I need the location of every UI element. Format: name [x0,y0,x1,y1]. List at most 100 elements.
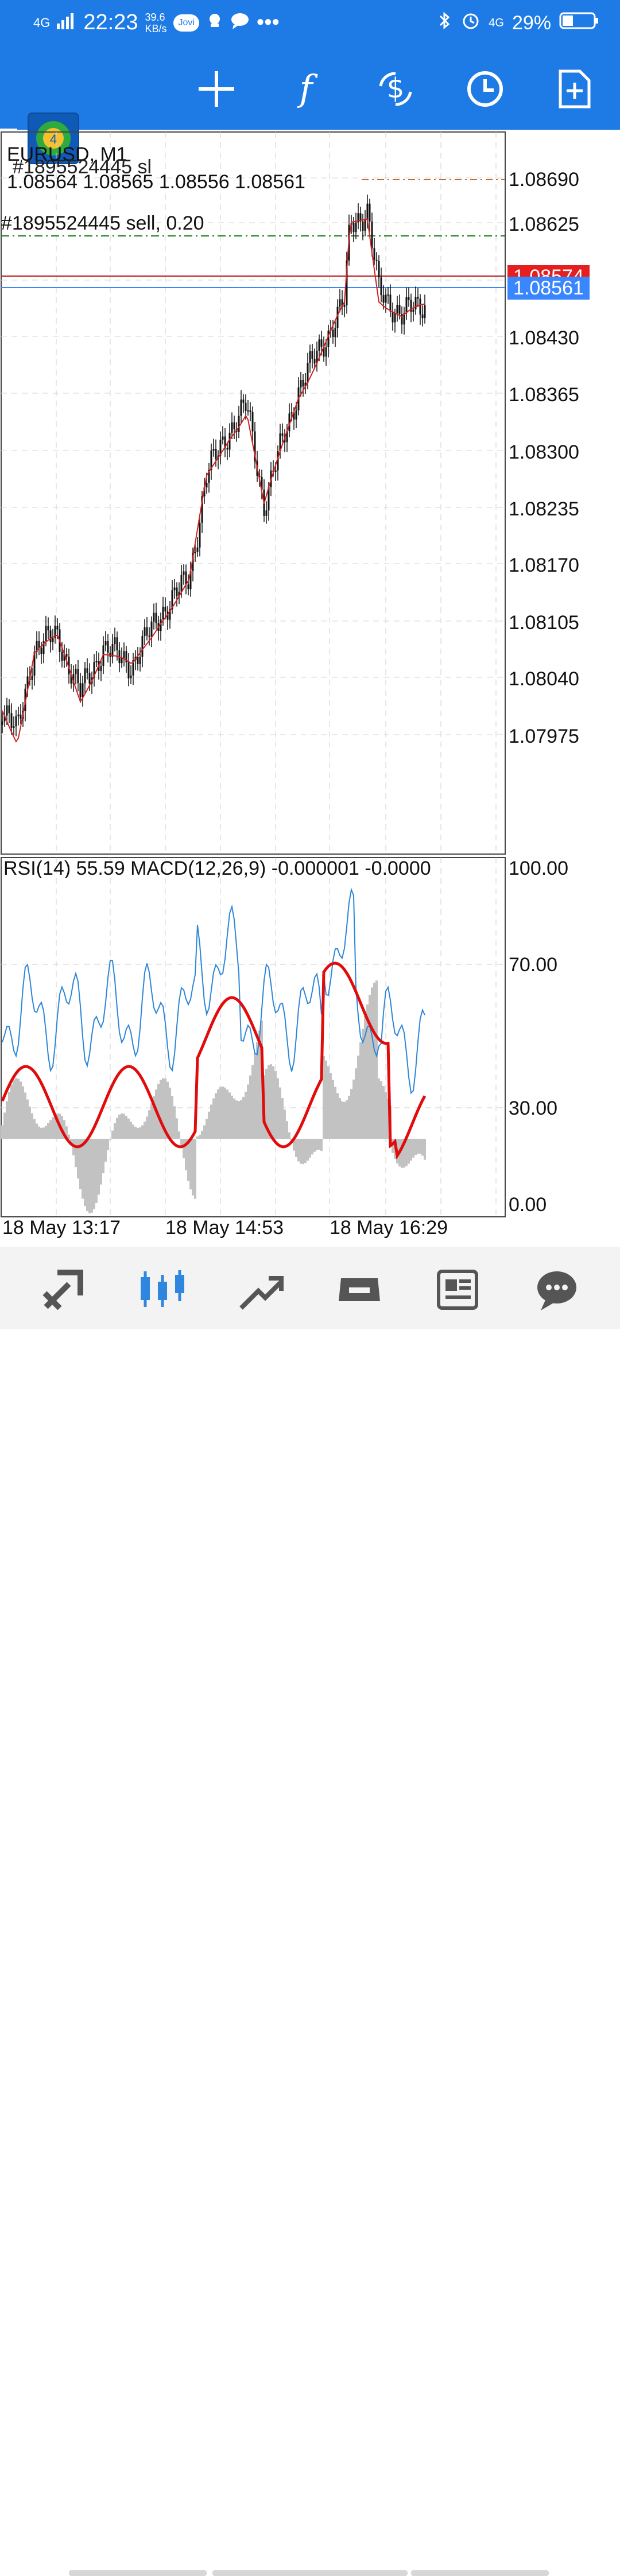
candle-body [380,277,382,296]
candle-body [424,305,426,319]
chart-area[interactable]: EURUSD, M1 #1895524445 sl 1.08564 1.0856… [0,131,620,1237]
bluetooth-icon [437,10,453,36]
jovi-icon: Jovi [173,14,199,32]
macd-bar [341,1101,343,1139]
macd-bar [350,1089,352,1139]
candle-body [242,399,245,403]
macd-bar [405,1139,408,1166]
macd-bar [238,1101,240,1139]
candle-body [238,416,240,432]
price-axis-tick: 1.08625 [509,214,579,235]
currency-button[interactable]: $ [370,63,421,115]
macd-bar [183,1139,185,1158]
candle-body [169,609,171,620]
chart-svg[interactable] [0,131,620,1229]
macd-bar [369,995,371,1139]
candle-body [323,347,325,357]
macd-bar [36,1123,38,1139]
macd-bar [132,1124,134,1139]
candle-body [288,413,290,432]
candle-body [295,410,297,420]
candle-body [77,669,79,684]
timeframe-button[interactable] [459,63,511,115]
candle-body [127,662,130,678]
candle-body [375,259,378,261]
news-icon[interactable] [429,1264,487,1316]
candle-body [304,382,307,387]
candle-body [210,450,212,470]
candle-body [249,410,251,412]
candle-body [215,449,217,459]
candle-body [196,547,199,552]
macd-bar [279,1087,281,1139]
macd-bar [325,1060,327,1139]
candle-body [150,621,153,637]
menu-icon[interactable] [0,124,17,154]
indicator-frame [1,857,506,1217]
macd-bar [222,1087,224,1139]
candle-body [8,705,10,713]
history-icon[interactable] [331,1264,388,1316]
trade-icon[interactable] [232,1264,289,1316]
candle-body [201,496,203,523]
price-axis-tick: 1.08040 [509,668,579,690]
candle-body [224,436,226,448]
candle-body [290,412,293,414]
svg-text:$: $ [387,72,405,104]
macd-bar [362,1029,364,1139]
macd-bar [226,1089,228,1139]
metatrader-logo-icon[interactable]: 4 [28,112,79,164]
candle-body [173,587,176,591]
macd-bar [371,987,373,1139]
chart-icon[interactable] [133,1264,191,1316]
crosshair-button[interactable] [191,63,242,115]
candle-body [281,433,284,436]
macd-bar [86,1139,88,1211]
candle-body [228,432,231,450]
candle-body [45,626,47,641]
candle-body [309,351,311,363]
macd-bar [417,1139,419,1154]
candle-body [47,626,49,631]
macd-bar [162,1078,164,1139]
macd-bar [274,1070,277,1139]
macd-bar [249,1075,251,1139]
speed-value: 39.6 [145,11,165,23]
signal-icon [57,10,76,35]
candle-body [300,379,302,388]
macd-bar [366,1004,369,1139]
candle-body [88,673,91,684]
candle-body [95,661,98,662]
macd-bar [378,1078,380,1139]
macd-bar [139,1127,141,1139]
macd-bar [382,1085,385,1139]
candle-body [144,627,146,637]
candle-body [396,305,398,313]
candle-body [86,668,88,673]
time-axis-tick: 18 May 16:29 [330,1217,448,1239]
price-axis-tick: 1.08300 [509,441,579,463]
macd-bar [127,1118,130,1139]
candle-body [316,351,318,364]
macd-bar [336,1093,339,1139]
candle-body [405,297,408,313]
candle-body [362,221,364,231]
macd-bar [231,1095,233,1139]
macd-bar [54,1115,56,1139]
status-left: 4G 22:23 39.6 KB/s Jovi ••• [33,10,280,35]
macd-bar [3,1112,6,1139]
candle-body [162,607,164,620]
candle-body [93,662,95,678]
candle-body [139,657,141,664]
macd-bar [199,1134,201,1139]
indicators-button[interactable]: f [280,63,332,115]
order-line-label: #1895524445 sell, 0.20 [1,212,204,234]
candle-body [130,675,132,678]
macd-bar [171,1096,173,1139]
quotes-icon[interactable] [34,1264,92,1316]
messages-icon[interactable] [528,1264,586,1316]
macd-bar [102,1139,104,1174]
macd-bar [288,1132,290,1139]
new-order-button[interactable] [549,63,600,115]
macd-bar [118,1114,121,1139]
